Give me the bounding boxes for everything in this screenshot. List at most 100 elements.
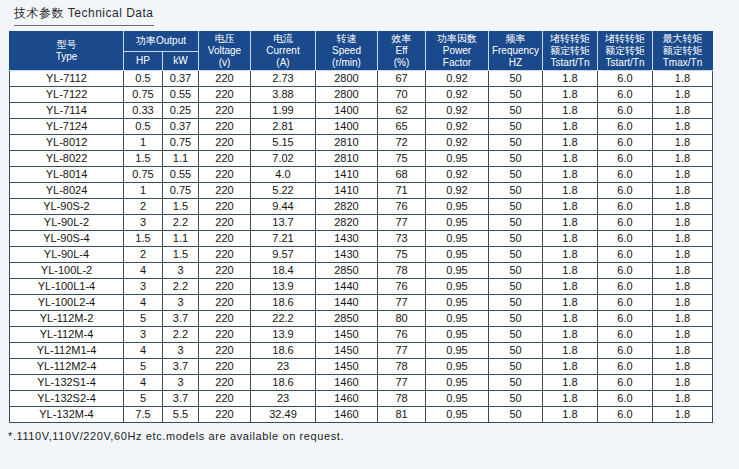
table-row: YL-801210.752205.152810720.92501.86.01.8 — [10, 135, 713, 151]
technical-data-table: 型号Type功率Output电压Voltage(v)电流Current(A)转速… — [9, 31, 713, 423]
table-cell: 1.8 — [653, 103, 713, 119]
table-cell: 50 — [489, 119, 543, 135]
table-cell: 2850 — [316, 263, 378, 279]
table-cell: 6.0 — [598, 183, 653, 199]
table-cell: 0.95 — [426, 279, 489, 295]
table-cell: 0.37 — [163, 119, 199, 135]
table-cell: 6.0 — [598, 87, 653, 103]
table-cell: 1.8 — [543, 199, 598, 215]
col-header-speed: 转速Speed(r/min) — [316, 32, 378, 71]
table-cell: 0.95 — [426, 391, 489, 407]
table-cell: 71 — [378, 183, 426, 199]
table-cell: 3 — [163, 343, 199, 359]
table-cell: YL-8024 — [10, 183, 124, 199]
table-cell: 4 — [124, 375, 163, 391]
table-cell: 2850 — [316, 311, 378, 327]
table-cell: 1.8 — [543, 183, 598, 199]
table-cell: 220 — [199, 215, 251, 231]
table-cell: 1.8 — [543, 231, 598, 247]
table-cell: 50 — [489, 103, 543, 119]
table-cell: 3.7 — [163, 391, 199, 407]
table-cell: 67 — [378, 71, 426, 87]
table-row: YL-112M-253.722022.22850800.95501.86.01.… — [10, 311, 713, 327]
table-cell: 50 — [489, 231, 543, 247]
table-cell: 220 — [199, 231, 251, 247]
table-cell: 6.0 — [598, 391, 653, 407]
col-header-type: 型号Type — [10, 32, 124, 71]
table-cell: 23 — [251, 359, 316, 375]
table-cell: 50 — [489, 263, 543, 279]
table-cell: 18.6 — [251, 295, 316, 311]
table-row: YL-112M2-453.7220231450780.95501.86.01.8 — [10, 359, 713, 375]
table-cell: 1.8 — [543, 407, 598, 423]
table-cell: 220 — [199, 183, 251, 199]
table-cell: 75 — [378, 151, 426, 167]
table-cell: 3.7 — [163, 359, 199, 375]
table-cell: 76 — [378, 279, 426, 295]
col-header-output: 功率Output — [124, 32, 199, 52]
table-cell: 50 — [489, 359, 543, 375]
table-cell: 1.8 — [543, 87, 598, 103]
table-cell: 1.5 — [124, 231, 163, 247]
table-cell: 220 — [199, 167, 251, 183]
table-cell: 0.75 — [124, 167, 163, 183]
table-cell: 6.0 — [598, 295, 653, 311]
table-cell: 6.0 — [598, 247, 653, 263]
table-cell: 1.8 — [543, 247, 598, 263]
table-cell: YL-7112 — [10, 71, 124, 87]
table-cell: 73 — [378, 231, 426, 247]
table-cell: 1.8 — [543, 343, 598, 359]
table-cell: 0.95 — [426, 343, 489, 359]
table-cell: 2820 — [316, 199, 378, 215]
table-cell: YL-8014 — [10, 167, 124, 183]
table-cell: 18.6 — [251, 375, 316, 391]
table-row: YL-71220.750.552203.882800700.92501.86.0… — [10, 87, 713, 103]
table-cell: YL-7124 — [10, 119, 124, 135]
table-cell: YL-7114 — [10, 103, 124, 119]
table-cell: 5.22 — [251, 183, 316, 199]
table-cell: 220 — [199, 87, 251, 103]
table-cell: 1.1 — [163, 151, 199, 167]
table-cell: 220 — [199, 263, 251, 279]
table-row: YL-132S2-453.7220231460780.95501.86.01.8 — [10, 391, 713, 407]
table-row: YL-90S-41.51.12207.211430730.95501.86.01… — [10, 231, 713, 247]
table-row: YL-71120.50.372202.732800670.92501.86.01… — [10, 71, 713, 87]
table-cell: 2800 — [316, 87, 378, 103]
table-cell: 77 — [378, 215, 426, 231]
table-cell: 220 — [199, 247, 251, 263]
table-cell: 1450 — [316, 327, 378, 343]
table-cell: 3.7 — [163, 311, 199, 327]
table-cell: 1.99 — [251, 103, 316, 119]
table-cell: 1.8 — [653, 71, 713, 87]
table-cell: 1.8 — [543, 391, 598, 407]
table-cell: 70 — [378, 87, 426, 103]
table-cell: 5 — [124, 311, 163, 327]
table-cell: 1410 — [316, 183, 378, 199]
table-cell: 1.5 — [163, 247, 199, 263]
table-cell: 50 — [489, 199, 543, 215]
table-cell: 0.95 — [426, 295, 489, 311]
table-cell: 1460 — [316, 375, 378, 391]
table-cell: 3 — [124, 215, 163, 231]
table-cell: YL-100L1-4 — [10, 279, 124, 295]
table-cell: 1.8 — [653, 279, 713, 295]
table-cell: 220 — [199, 343, 251, 359]
table-cell: 80 — [378, 311, 426, 327]
table-cell: 1450 — [316, 343, 378, 359]
table-cell: YL-100L2-4 — [10, 295, 124, 311]
table-cell: 1430 — [316, 231, 378, 247]
table-cell: 50 — [489, 343, 543, 359]
table-cell: 13.9 — [251, 279, 316, 295]
table-cell: 1.8 — [653, 311, 713, 327]
table-cell: 18.6 — [251, 343, 316, 359]
table-cell: 1.8 — [653, 151, 713, 167]
table-cell: 6.0 — [598, 279, 653, 295]
table-cell: YL-90L-2 — [10, 215, 124, 231]
table-cell: 4 — [124, 295, 163, 311]
table-row: YL-80221.51.12207.022810750.95501.86.01.… — [10, 151, 713, 167]
table-cell: 6.0 — [598, 199, 653, 215]
table-cell: 1410 — [316, 167, 378, 183]
table-cell: 76 — [378, 327, 426, 343]
table-cell: 1.8 — [653, 263, 713, 279]
table-cell: 4 — [124, 263, 163, 279]
